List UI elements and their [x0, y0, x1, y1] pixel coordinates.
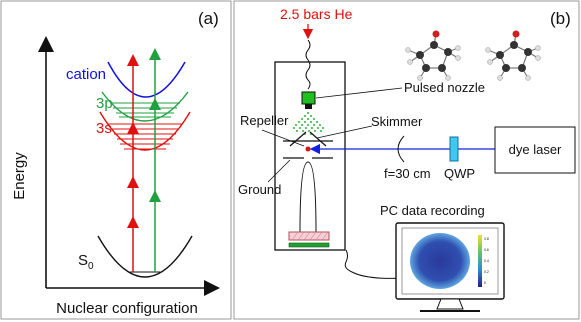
gas-line — [305, 39, 311, 90]
gas-label: 2.5 bars He — [280, 6, 353, 22]
repeller-pointer — [261, 129, 305, 147]
skimmer — [289, 131, 327, 147]
pulsed-nozzle — [301, 91, 316, 105]
s0-label: S0 — [78, 252, 94, 272]
qwp-label: QWP — [444, 166, 475, 181]
3s-label: 3s — [96, 120, 112, 137]
cation-potential-curve — [107, 61, 186, 98]
data-cable — [344, 249, 407, 279]
energy-axis-label: Energy — [11, 152, 28, 200]
ground-pointer — [267, 159, 291, 183]
colorbar-tick: 0 — [484, 281, 486, 285]
nozzle-tip — [305, 104, 312, 109]
molecular-beam-spray — [293, 112, 324, 135]
3p-vibrational-levels — [110, 102, 180, 118]
interaction-point — [305, 146, 311, 152]
3s-potential-curve — [99, 111, 191, 151]
panel-a-tag: (a) — [198, 9, 219, 28]
3p-label: 3p — [96, 95, 113, 112]
colorbar-ticks: 0.8 0.6 0.4 0.2 0 — [484, 237, 489, 285]
panel-a-frame — [0, 0, 232, 320]
focusing-lens — [397, 135, 405, 163]
repeller-label: Repeller — [240, 113, 289, 128]
skimmer-pointer — [316, 125, 373, 139]
skimmer-label: Skimmer — [371, 114, 423, 129]
colorbar-tick: 0.6 — [484, 248, 489, 252]
flight-tube — [299, 161, 317, 233]
panel-b-tag: (b) — [550, 9, 571, 28]
colorbar-tick: 0.8 — [484, 237, 489, 241]
molecule-icon — [485, 30, 541, 81]
pc-label: PC data recording — [380, 203, 485, 218]
lens-label: f=30 cm — [384, 166, 431, 181]
phosphor-screen — [288, 242, 330, 248]
colorbar-tick: 0.2 — [484, 270, 489, 274]
cation-label: cation — [66, 66, 106, 83]
3s-vibrational-levels — [108, 123, 182, 150]
panel-b-frame — [233, 0, 580, 320]
dye-laser-label: dye laser — [509, 142, 562, 157]
mcp-detector — [288, 231, 330, 241]
colorbar — [478, 235, 482, 287]
dye-laser-box — [494, 126, 576, 174]
panel-a: (a) Energy Nuclear configuration S0 3s — [0, 0, 232, 320]
mcp-hatching — [291, 231, 329, 241]
ground-label: Ground — [238, 182, 281, 197]
monitor-neck — [436, 298, 464, 310]
nozzle-pointer — [315, 87, 403, 99]
velocity-map-image — [410, 233, 470, 289]
computer-monitor: 0.8 0.6 0.4 0.2 0 — [395, 222, 505, 312]
molecule-icon — [405, 30, 461, 81]
nozzle-label: Pulsed nozzle — [404, 80, 485, 95]
vacuum-chamber — [274, 61, 346, 251]
s0-potential-curve — [97, 235, 193, 278]
panel-b: (b) 2.5 bars He Pulsed nozzle Skimmer R — [233, 0, 580, 320]
nuclear-configuration-axis-label: Nuclear configuration — [56, 300, 198, 317]
quarter-wave-plate — [449, 136, 459, 162]
colorbar-tick: 0.4 — [484, 259, 489, 263]
